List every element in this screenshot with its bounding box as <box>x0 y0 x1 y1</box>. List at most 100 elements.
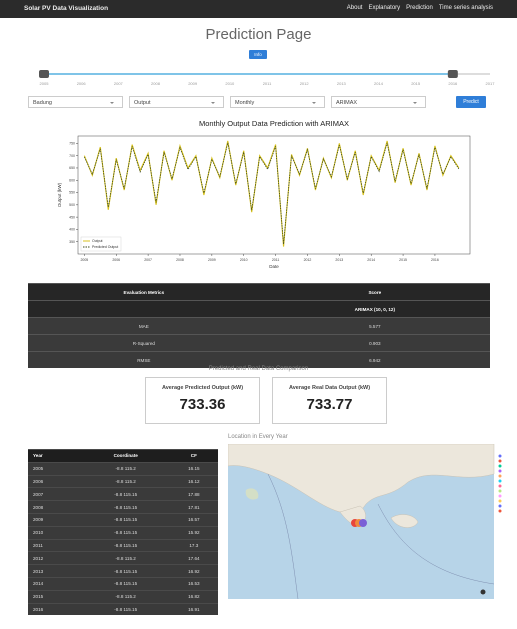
header-cell: Score <box>260 284 490 301</box>
y-tick-label: 500 <box>69 203 75 207</box>
y-tick-label: 450 <box>69 215 75 219</box>
year-row: 2015-8.8 115.216.82 <box>28 590 218 603</box>
x-tick-label: 2015 <box>399 258 407 262</box>
comparison-title: Predicted and Real Data Comparison <box>0 366 517 372</box>
year-cell: 16.92 <box>170 565 218 578</box>
year-cell: -8.8 115.2 <box>82 462 170 475</box>
kpi-value: 733.77 <box>273 396 386 413</box>
legend-label: Predicted Output <box>92 245 118 249</box>
year-row: 2014-8.8 115.1516.53 <box>28 577 218 590</box>
brand[interactable]: Solar PV Data Visualization <box>24 5 108 12</box>
metric-cell: R-Squared <box>28 335 260 352</box>
nav-links: About Explanatory Prediction Time series an… <box>347 5 493 11</box>
year-cell: 17.3 <box>170 539 218 552</box>
year-table: YearCoordinateCF2005-8.8 115.216.152006-… <box>28 449 218 615</box>
info-button[interactable]: Info <box>249 50 267 59</box>
metric-cell: 0.903 <box>260 335 490 352</box>
metric-cell: 5.577 <box>260 318 490 335</box>
y-tick-label: 400 <box>69 228 75 232</box>
slider-handle[interactable] <box>448 70 458 78</box>
header-cell: Evaluation Metrics <box>28 284 260 301</box>
year-cell: 16.82 <box>170 590 218 603</box>
year-row: 2016-8.8 115.1516.91 <box>28 603 218 615</box>
x-tick-label: 2006 <box>112 258 120 262</box>
slider-mark: 2014 <box>374 81 384 86</box>
model-cell: ARIMAX (10, 0, 12) <box>260 301 490 318</box>
y-tick-label: 650 <box>69 166 75 170</box>
x-tick-label: 2014 <box>367 258 375 262</box>
kpi-label: Average Real Data Output (kW) <box>273 385 386 391</box>
slider-mark: 2010 <box>225 81 235 86</box>
dropdown[interactable]: ARIMAX <box>331 96 426 108</box>
series-line <box>84 143 458 244</box>
dropdown[interactable]: Badung <box>28 96 123 108</box>
slider-mark: 2005 <box>40 81 50 86</box>
plot-frame <box>78 136 470 254</box>
slider-mark: 2013 <box>337 81 347 86</box>
y-tick-label: 700 <box>69 154 75 158</box>
year-cell: -8.8 115.15 <box>82 603 170 615</box>
year-cell: 16.91 <box>170 603 218 615</box>
kpi-value: 733.36 <box>146 396 259 413</box>
x-tick-label: 2009 <box>208 258 216 262</box>
header-cell: CF <box>170 450 218 463</box>
y-tick-label: 550 <box>69 191 75 195</box>
x-tick-label: 2005 <box>80 258 88 262</box>
year-cell: 16.12 <box>170 475 218 488</box>
year-cell: 17.64 <box>170 552 218 565</box>
x-tick-label: 2016 <box>431 258 439 262</box>
nav-link[interactable]: Explanatory <box>368 5 400 11</box>
year-cell: 15.92 <box>170 526 218 539</box>
year-cell: 17.81 <box>170 501 218 514</box>
y-axis-label: Output (kW) <box>57 182 62 207</box>
predict-button[interactable]: Predict <box>456 96 486 108</box>
year-cell: -8.8 115.15 <box>82 526 170 539</box>
nav-link[interactable]: Time series analysis <box>439 5 493 11</box>
x-tick-label: 2011 <box>272 258 280 262</box>
legend-label: Output <box>92 239 103 243</box>
navbar: Solar PV Data Visualization About Explana… <box>0 0 517 18</box>
header-cell: Coordinate <box>82 450 170 463</box>
header-cell: Year <box>28 450 82 463</box>
year-cell: 2005 <box>28 462 82 475</box>
slider-mark: 2017 <box>486 81 496 86</box>
map-control[interactable] <box>481 590 486 595</box>
x-tick-label: 2010 <box>240 258 248 262</box>
year-cell: -8.8 115.15 <box>82 513 170 526</box>
year-cell: 17.88 <box>170 488 218 501</box>
map-legend <box>499 455 502 513</box>
y-tick-label: 350 <box>69 240 75 244</box>
location-dot[interactable] <box>359 519 367 527</box>
dropdown[interactable]: Output <box>129 96 224 108</box>
slider-mark: 2009 <box>188 81 198 86</box>
map[interactable] <box>228 444 517 602</box>
slider-handle[interactable] <box>39 70 49 78</box>
year-cell: 2008 <box>28 501 82 514</box>
y-tick-label: 750 <box>69 142 75 146</box>
y-tick-label: 600 <box>69 178 75 182</box>
slider-mark: 2006 <box>77 81 87 86</box>
slider-mark: 2008 <box>151 81 161 86</box>
year-cell: 2016 <box>28 603 82 615</box>
nav-link[interactable]: About <box>347 5 363 11</box>
dropdown[interactable]: Monthly <box>230 96 325 108</box>
slider-mark: 2007 <box>114 81 124 86</box>
year-cell: 2010 <box>28 526 82 539</box>
chart-title: Monthly Output Data Prediction with ARIM… <box>199 119 349 128</box>
nav-link[interactable]: Prediction <box>406 5 433 11</box>
year-cell: 16.57 <box>170 513 218 526</box>
model-row: ARIMAX (10, 0, 12) <box>28 301 490 318</box>
year-row: 2005-8.8 115.216.15 <box>28 462 218 475</box>
year-cell: 2014 <box>28 577 82 590</box>
metric-cell: MAE <box>28 318 260 335</box>
